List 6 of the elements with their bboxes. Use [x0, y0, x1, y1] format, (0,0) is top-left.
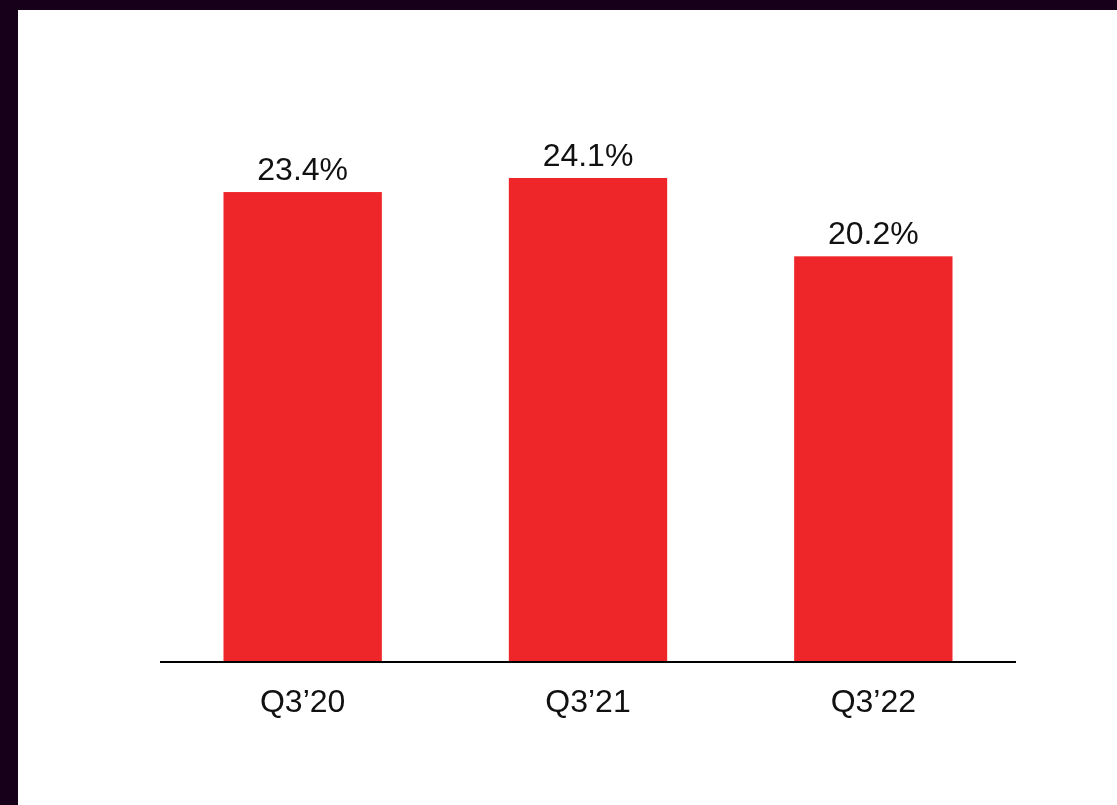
data-label: 20.2% [827, 215, 919, 252]
x-tick-label: Q3’22 [830, 683, 917, 719]
x-tick-label: Q3’20 [259, 683, 346, 719]
data-label: 24.1% [542, 137, 634, 173]
data-label: 23.4% [257, 151, 349, 188]
x-tick-label: Q3’21 [545, 683, 631, 719]
